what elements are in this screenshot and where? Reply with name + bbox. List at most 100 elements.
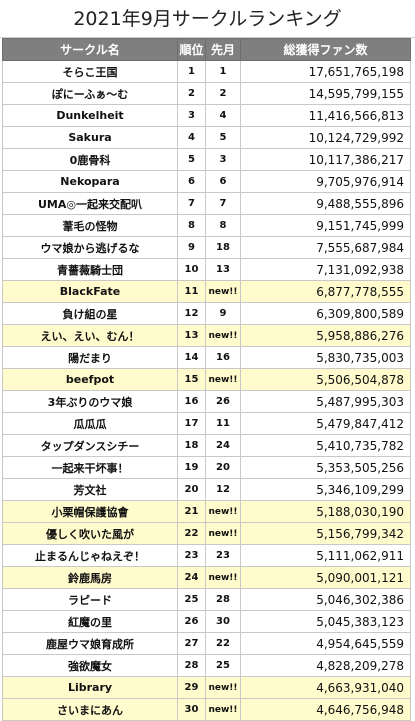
rank-cell: 29 <box>177 676 206 699</box>
circle-name-cell: 瓜瓜瓜 <box>2 412 178 435</box>
circle-name-cell: UMA◎一起来交配叭 <box>2 192 178 215</box>
fan-count-cell: 5,046,302,386 <box>240 588 411 611</box>
circle-name-cell: Sakura <box>2 126 178 149</box>
fan-count-cell: 4,954,645,559 <box>240 632 411 655</box>
circle-name-cell: 強欲魔女 <box>2 654 178 677</box>
prev-rank-cell: new!! <box>205 566 241 589</box>
rank-cell: 8 <box>177 214 206 237</box>
prev-rank-cell: 22 <box>205 632 241 655</box>
rank-cell: 20 <box>177 478 206 501</box>
prev-rank-cell: 30 <box>205 610 241 633</box>
fan-count-cell: 9,488,555,896 <box>240 192 411 215</box>
fan-count-cell: 4,646,756,948 <box>240 698 411 721</box>
rank-cell: 24 <box>177 566 206 589</box>
circle-name-cell: 陽だまり <box>2 346 178 369</box>
table-row: Sakura 4 5 10,124,729,992 <box>2 126 411 149</box>
circle-name-cell: 止まるんじゃねえぞ！ <box>2 544 178 567</box>
table-row: 小栗帽保護協會 21 new!! 5,188,030,190 <box>2 500 411 523</box>
header-row: サークル名 順位 先月 総獲得ファン数 <box>2 38 411 61</box>
table-row: 一起来干坏事！ 19 20 5,353,505,256 <box>2 456 411 479</box>
table-row: さいまにあん 30 new!! 4,646,756,948 <box>2 698 411 721</box>
prev-rank-cell: 24 <box>205 434 241 457</box>
rank-cell: 23 <box>177 544 206 567</box>
prev-rank-cell: 3 <box>205 148 241 171</box>
fan-count-cell: 10,117,386,217 <box>240 148 411 171</box>
rank-cell: 21 <box>177 500 206 523</box>
table-row: 葦毛の怪物 8 8 9,151,745,999 <box>2 214 411 237</box>
circle-name-cell: beefpot <box>2 368 178 391</box>
rank-cell: 16 <box>177 390 206 413</box>
circle-name-cell: 鹿屋ウマ娘育成所 <box>2 632 178 655</box>
rank-cell: 1 <box>177 60 206 83</box>
circle-name-cell: 優しく吹いた風が <box>2 522 178 545</box>
circle-name-cell: 鈴鹿馬房 <box>2 566 178 589</box>
prev-rank-cell: 18 <box>205 236 241 259</box>
rank-cell: 11 <box>177 280 206 303</box>
table-row: えい、えい、むん！ 13 new!! 5,958,886,276 <box>2 324 411 347</box>
table-row: 3年ぶりのウマ娘 16 26 5,487,995,303 <box>2 390 411 413</box>
prev-rank-cell: new!! <box>205 280 241 303</box>
fan-count-cell: 5,188,030,190 <box>240 500 411 523</box>
fan-count-cell: 5,156,799,342 <box>240 522 411 545</box>
rank-cell: 7 <box>177 192 206 215</box>
rank-cell: 9 <box>177 236 206 259</box>
prev-rank-cell: 7 <box>205 192 241 215</box>
header-fans: 総獲得ファン数 <box>240 38 411 61</box>
prev-rank-cell: new!! <box>205 522 241 545</box>
table-row: 負け組の星 12 9 6,309,800,589 <box>2 302 411 325</box>
circle-name-cell: ぽにーふぁ～む <box>2 82 178 105</box>
page-title: 2021年9月サークルランキング <box>0 0 415 38</box>
circle-name-cell: 葦毛の怪物 <box>2 214 178 237</box>
circle-name-cell: えい、えい、むん！ <box>2 324 178 347</box>
rank-cell: 3 <box>177 104 206 127</box>
prev-rank-cell: new!! <box>205 368 241 391</box>
fan-count-cell: 10,124,729,992 <box>240 126 411 149</box>
circle-name-cell: Library <box>2 676 178 699</box>
prev-rank-cell: 6 <box>205 170 241 193</box>
fan-count-cell: 6,309,800,589 <box>240 302 411 325</box>
fan-count-cell: 17,651,765,198 <box>240 60 411 83</box>
prev-rank-cell: new!! <box>205 500 241 523</box>
fan-count-cell: 7,131,092,938 <box>240 258 411 281</box>
ranking-rows: そらこ王国 1 1 17,651,765,198 ぽにーふぁ～む 2 2 14,595,799… <box>2 60 411 721</box>
fan-count-cell: 5,479,847,412 <box>240 412 411 435</box>
fan-count-cell: 5,346,109,299 <box>240 478 411 501</box>
table-row: 強欲魔女 28 25 4,828,209,278 <box>2 654 411 677</box>
circle-name-cell: ラピード <box>2 588 178 611</box>
rank-cell: 6 <box>177 170 206 193</box>
prev-rank-cell: 1 <box>205 60 241 83</box>
rank-cell: 4 <box>177 126 206 149</box>
rank-cell: 5 <box>177 148 206 171</box>
table-row: 陽だまり 14 16 5,830,735,003 <box>2 346 411 369</box>
fan-count-cell: 4,663,931,040 <box>240 676 411 699</box>
rank-cell: 2 <box>177 82 206 105</box>
rank-cell: 30 <box>177 698 206 721</box>
prev-rank-cell: new!! <box>205 676 241 699</box>
table-row: 優しく吹いた風が 22 new!! 5,156,799,342 <box>2 522 411 545</box>
rank-cell: 19 <box>177 456 206 479</box>
rank-cell: 22 <box>177 522 206 545</box>
fan-count-cell: 5,111,062,911 <box>240 544 411 567</box>
table-row: 0鹿骨科 5 3 10,117,386,217 <box>2 148 411 171</box>
fan-count-cell: 7,555,687,984 <box>240 236 411 259</box>
fan-count-cell: 4,828,209,278 <box>240 654 411 677</box>
table-row: beefpot 15 new!! 5,506,504,878 <box>2 368 411 391</box>
rank-cell: 14 <box>177 346 206 369</box>
circle-name-cell: 青薔薇騎士団 <box>2 258 178 281</box>
table-row: ぽにーふぁ～む 2 2 14,595,799,155 <box>2 82 411 105</box>
fan-count-cell: 5,045,383,123 <box>240 610 411 633</box>
rank-cell: 17 <box>177 412 206 435</box>
circle-name-cell: 負け組の星 <box>2 302 178 325</box>
rank-cell: 15 <box>177 368 206 391</box>
rank-cell: 13 <box>177 324 206 347</box>
prev-rank-cell: 2 <box>205 82 241 105</box>
fan-count-cell: 5,830,735,003 <box>240 346 411 369</box>
fan-count-cell: 11,416,566,813 <box>240 104 411 127</box>
table-row: 鈴鹿馬房 24 new!! 5,090,001,121 <box>2 566 411 589</box>
prev-rank-cell: 5 <box>205 126 241 149</box>
table-row: BlackFate 11 new!! 6,877,778,555 <box>2 280 411 303</box>
circle-name-cell: そらこ王国 <box>2 60 178 83</box>
rank-cell: 12 <box>177 302 206 325</box>
prev-rank-cell: 9 <box>205 302 241 325</box>
fan-count-cell: 9,151,745,999 <box>240 214 411 237</box>
